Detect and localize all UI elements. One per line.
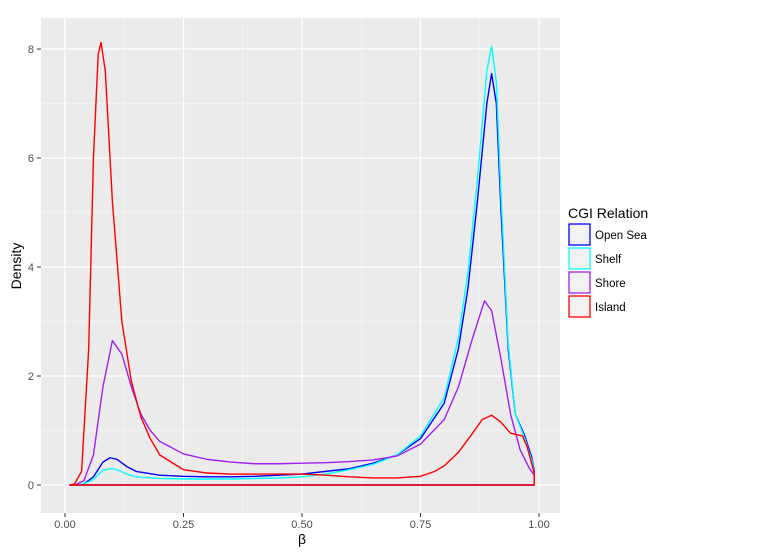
- y-tick-label: 8: [28, 44, 34, 56]
- density-line-island: [69, 41, 535, 486]
- legend-label-island: Island: [595, 302, 626, 314]
- plot-panel: [41, 18, 560, 513]
- minor-gridlines: [41, 18, 560, 513]
- y-axis-title: Density: [8, 243, 24, 290]
- density-lines: [69, 41, 535, 486]
- x-axis-title: β: [298, 531, 306, 547]
- legend-key-shore: [568, 271, 591, 294]
- density-line-shelf: [69, 45, 535, 486]
- legend-label-shelf: Shelf: [595, 254, 622, 266]
- y-tick-label: 0: [28, 480, 34, 492]
- legend-key-shelf: [568, 247, 591, 270]
- x-tick-label: 0.75: [410, 519, 431, 531]
- x-tick-label: 0.25: [173, 519, 194, 531]
- density-line-shore: [69, 300, 535, 486]
- y-tick-label: 4: [28, 262, 34, 274]
- legend-key-island: [568, 295, 591, 318]
- legend-label-open-sea: Open Sea: [595, 230, 647, 242]
- legend-title: CGI Relation: [568, 205, 648, 221]
- x-axis: 0.00 0.25 0.50 0.75 1.00: [54, 513, 550, 531]
- y-axis: 0 2 4 6 8: [28, 44, 41, 492]
- legend-items: Open Sea Shelf Shore Island: [568, 223, 647, 318]
- y-tick-label: 6: [28, 153, 34, 165]
- legend-key-open-sea: [568, 223, 591, 246]
- x-tick-label: 0.50: [291, 519, 312, 531]
- x-tick-label: 0.00: [54, 519, 75, 531]
- x-tick-label: 1.00: [528, 519, 549, 531]
- y-tick-label: 2: [28, 371, 34, 383]
- legend: CGI Relation Open Sea Shelf Shore Island: [568, 205, 648, 318]
- legend-label-shore: Shore: [595, 278, 626, 290]
